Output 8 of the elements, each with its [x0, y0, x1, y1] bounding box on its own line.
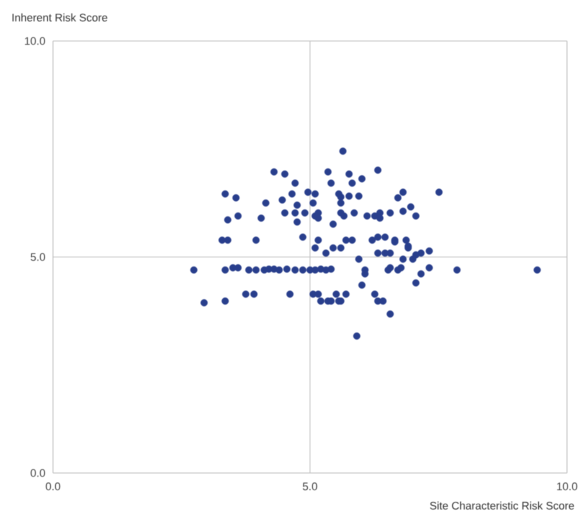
x-tick-label: 10.0	[557, 482, 578, 490]
x-tick-label: 0.0	[46, 482, 60, 490]
x-axis-title: Site Characteristic Risk Score	[430, 502, 574, 510]
x-tick-label: 5.0	[302, 482, 318, 490]
y-axis-title: Inherent Risk Score	[12, 13, 108, 22]
y-tick-label: 10.0	[24, 37, 46, 45]
y-tick-label: 0.0	[30, 469, 46, 477]
y-tick-label: 5.0	[30, 253, 46, 261]
